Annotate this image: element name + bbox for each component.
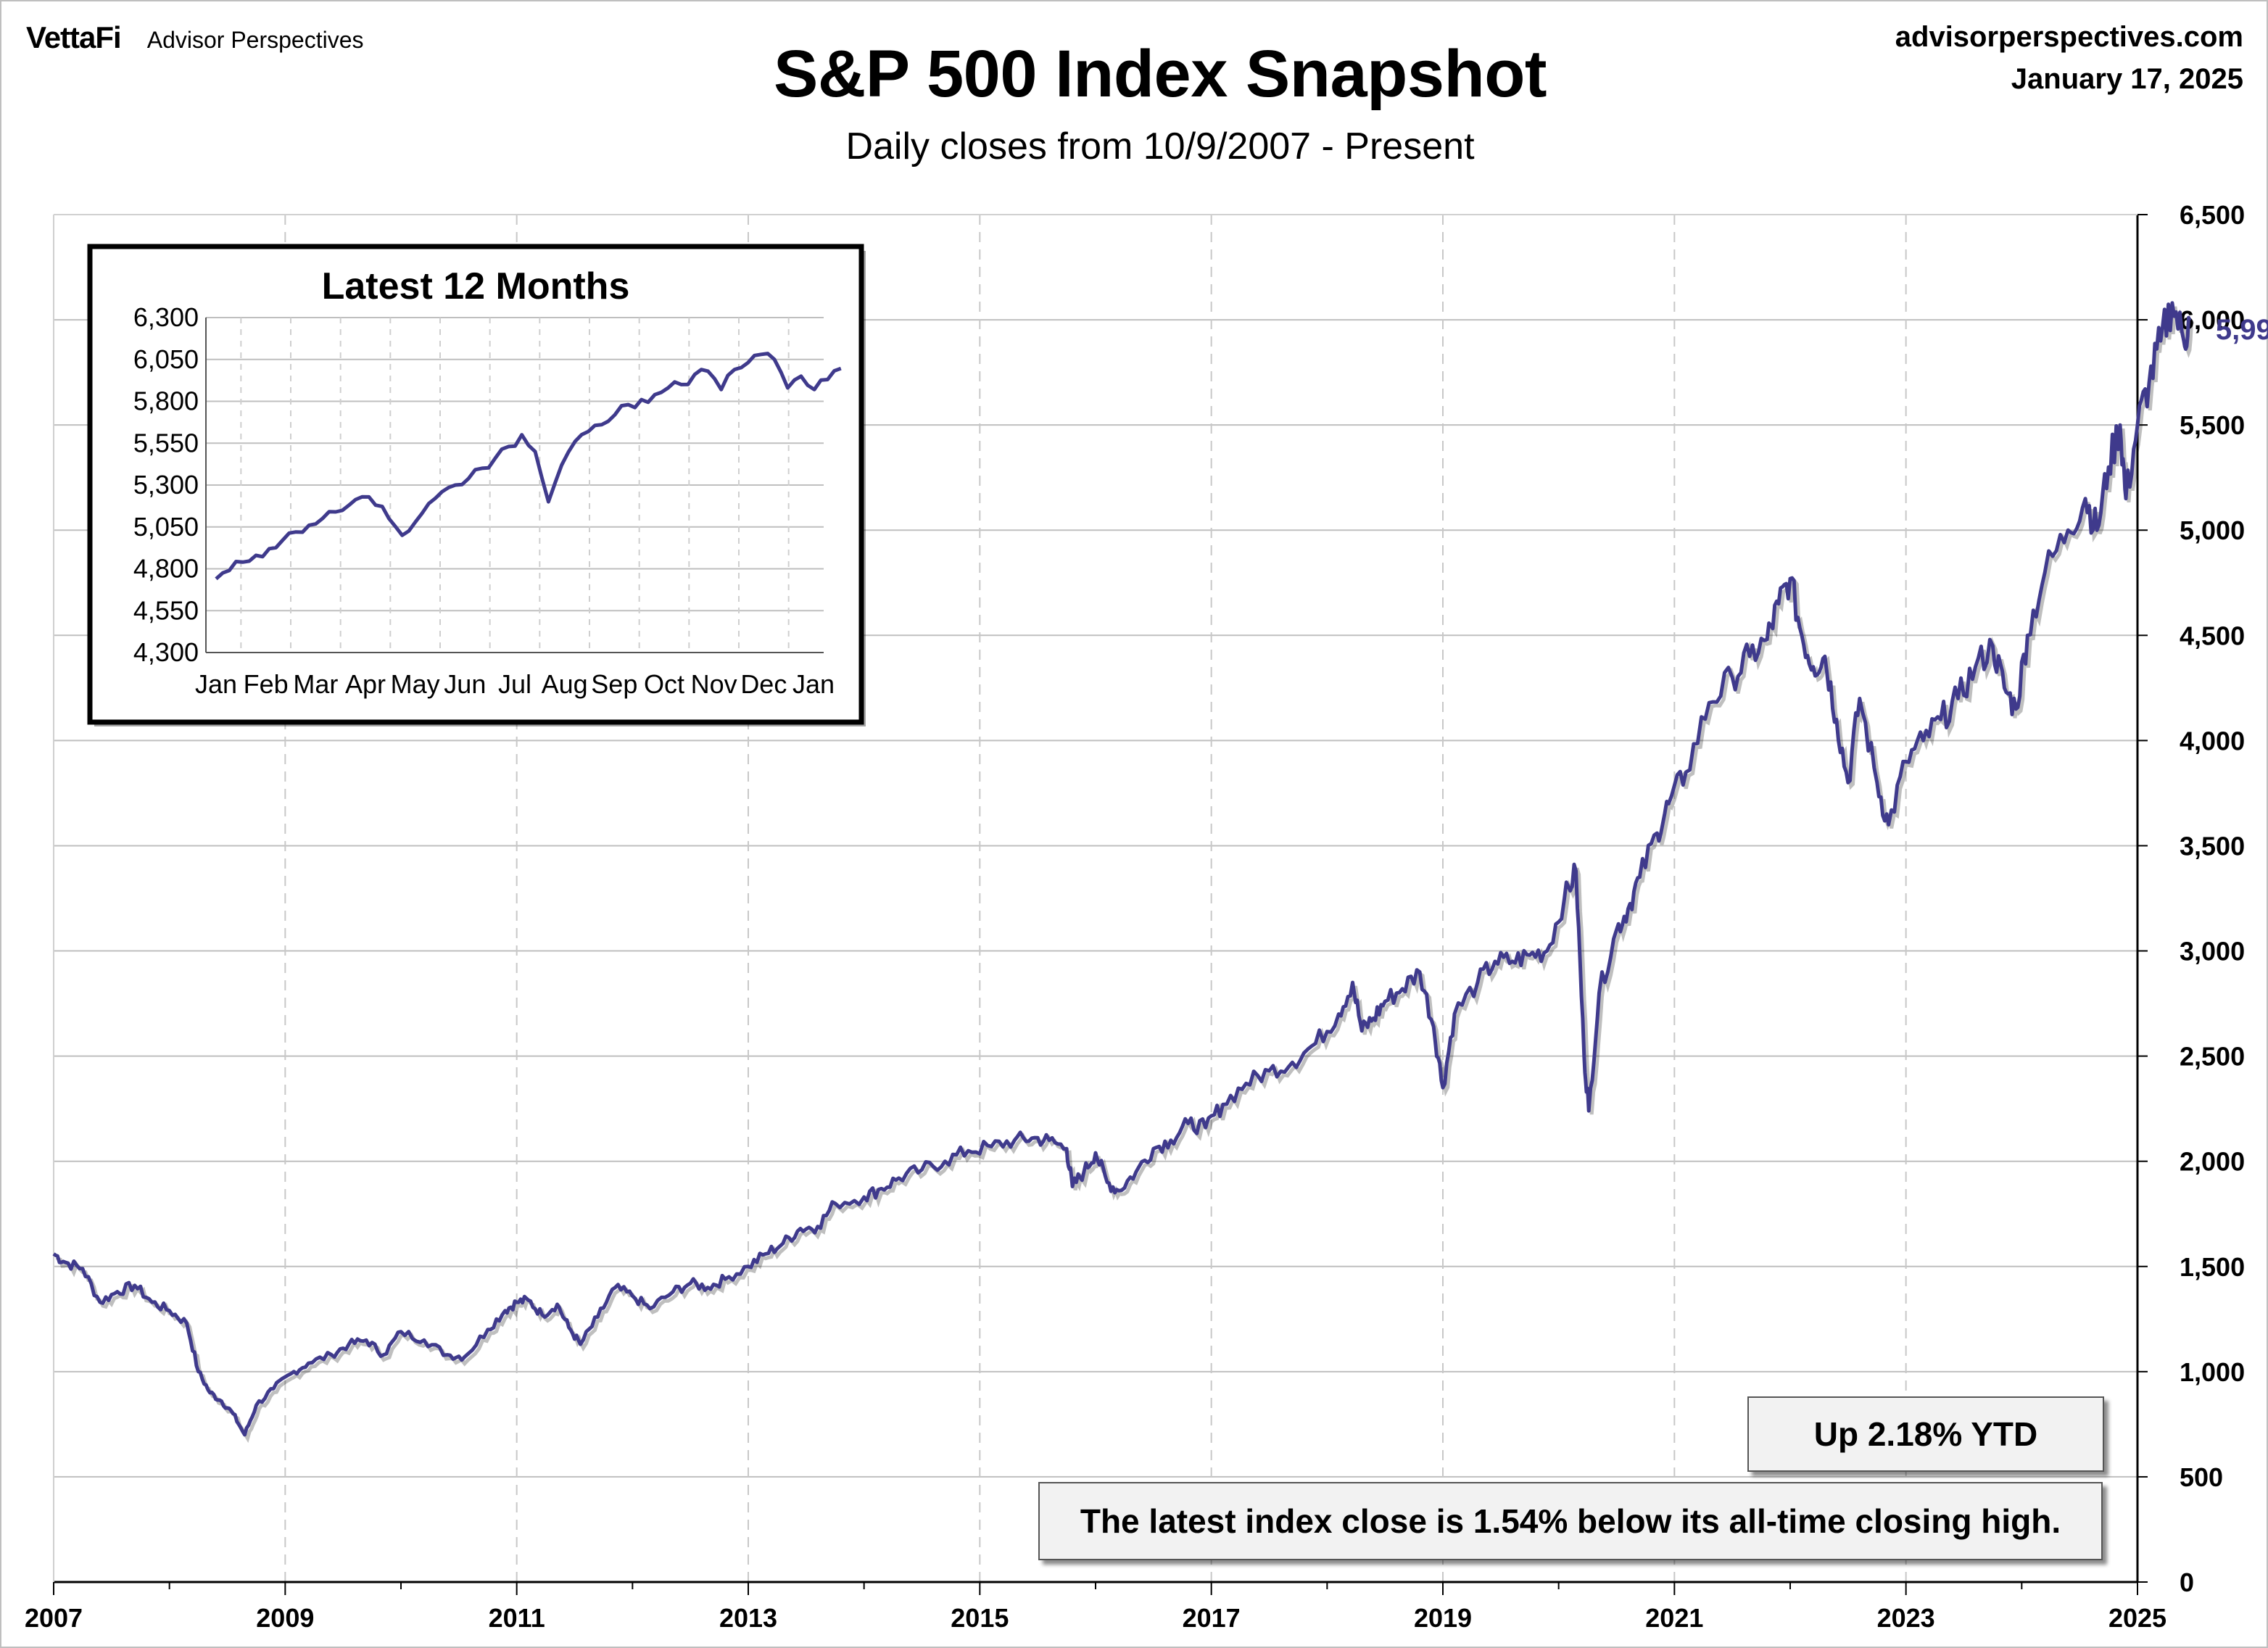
chart-title: S&P 500 Index Snapshot (773, 37, 1547, 111)
chart-subtitle: Daily closes from 10/9/2007 - Present (845, 125, 1475, 167)
inset-y-tick-label: 5,050 (133, 512, 199, 542)
inset-series-line (215, 352, 842, 581)
y-tick-label: 4,000 (2180, 726, 2245, 755)
inset-y-tick-label: 4,300 (133, 637, 199, 667)
inset-x-tick-label: Mar (293, 669, 338, 699)
inset-x-tick-label: Oct (644, 669, 684, 699)
last-value-label: 5,996.66 (2216, 314, 2268, 346)
y-tick-label: 5,500 (2180, 410, 2245, 440)
inset-x-tick-label: Aug (542, 669, 588, 699)
inset-x-tick-label: Feb (244, 669, 289, 699)
y-tick-label: 1,000 (2180, 1357, 2245, 1387)
x-tick-label: 2007 (25, 1603, 83, 1633)
y-tick-label: 6,500 (2180, 200, 2245, 230)
inset-x-tick-label: Jan (792, 669, 835, 699)
chart-date: January 17, 2025 (2011, 63, 2243, 95)
inset-x-tick-label: May (391, 669, 440, 699)
y-tick-label: 3,500 (2180, 831, 2245, 861)
x-tick-label: 2015 (951, 1603, 1009, 1633)
y-tick-label: 4,500 (2180, 621, 2245, 650)
y-tick-label: 2,500 (2180, 1042, 2245, 1072)
inset-y-tick-label: 6,300 (133, 302, 199, 332)
inset-x-tick-label: Sep (591, 669, 637, 699)
inset-y-tick-label: 4,800 (133, 554, 199, 584)
inset-y-tick-label: 4,550 (133, 595, 199, 625)
vettafi-logo: VettaFi (26, 20, 122, 54)
x-tick-label: 2023 (1877, 1603, 1935, 1633)
inset-y-tick-label: 5,800 (133, 386, 199, 416)
y-tick-label: 3,000 (2180, 937, 2245, 966)
y-tick-label: 1,500 (2180, 1252, 2245, 1282)
site-url[interactable]: advisorperspectives.com (1895, 21, 2243, 53)
inset-x-tick-label: Jul (498, 669, 531, 699)
brand: VettaFi Advisor Perspectives (26, 20, 364, 55)
x-tick-label: 2021 (1645, 1603, 1703, 1633)
inset-x-tick-label: Dec (740, 669, 787, 699)
x-tick-label: 2019 (1414, 1603, 1472, 1633)
y-tick-label: 5,000 (2180, 515, 2245, 545)
brand-name: Advisor Perspectives (146, 27, 364, 53)
inset-x-tick-label: Jan (195, 669, 237, 699)
inset-x-tick-label: Nov (691, 669, 737, 699)
inset-x-tick-label: Apr (345, 669, 386, 699)
ath-annotation: The latest index close is 1.54% below it… (1038, 1482, 2103, 1560)
inset-y-tick-label: 6,050 (133, 344, 199, 374)
x-tick-label: 2009 (256, 1603, 314, 1633)
inset-y-tick-label: 5,550 (133, 428, 199, 457)
ytd-annotation: Up 2.18% YTD (1747, 1396, 2104, 1472)
y-tick-label: 500 (2180, 1462, 2223, 1492)
inset-y-tick-label: 5,300 (133, 470, 199, 500)
inset-title: Latest 12 Months (322, 265, 630, 307)
x-tick-label: 2025 (2108, 1603, 2166, 1633)
y-tick-label: 0 (2180, 1568, 2194, 1597)
site-info: advisorperspectives.com January 17, 2025 (1895, 16, 2243, 100)
x-tick-label: 2013 (719, 1603, 777, 1633)
series-line (52, 301, 2192, 1437)
y-tick-label: 2,000 (2180, 1147, 2245, 1177)
inset-x-tick-label: Jun (444, 669, 486, 699)
x-tick-label: 2011 (489, 1603, 545, 1633)
x-tick-label: 2017 (1183, 1603, 1241, 1633)
